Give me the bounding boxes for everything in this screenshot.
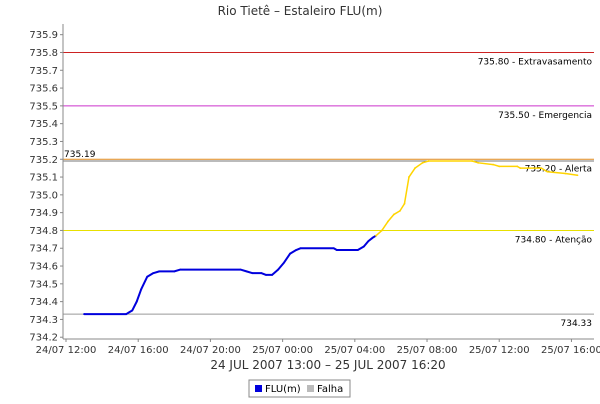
data-point	[335, 249, 338, 251]
data-point	[152, 272, 155, 275]
data-point	[277, 268, 280, 271]
axes	[62, 24, 594, 340]
data-point	[427, 160, 430, 162]
x-tick-label: 25/07 16:00	[541, 345, 600, 356]
data-point	[408, 176, 410, 178]
data-point	[471, 160, 474, 162]
x-tick-label: 24/07 16:00	[108, 345, 169, 356]
data-point	[399, 209, 401, 212]
data-point	[414, 167, 416, 170]
data-point	[403, 202, 406, 205]
series-layer	[83, 160, 579, 316]
x-tick-label: 24/07 20:00	[180, 345, 241, 356]
data-point	[260, 272, 263, 275]
x-tick-label: 25/07 12:00	[469, 345, 530, 356]
data-point	[283, 261, 286, 264]
data-point	[381, 229, 383, 232]
threshold-label: 734.80 - Atenção	[515, 235, 593, 245]
y-tick-label: 734.2	[29, 333, 58, 344]
data-point	[564, 172, 567, 175]
threshold-label: 734.33	[561, 319, 593, 329]
y-tick-label: 735.7	[29, 66, 58, 77]
y-tick-label: 735.1	[29, 173, 58, 184]
data-point	[367, 240, 370, 243]
data-point	[289, 252, 292, 255]
data-point	[173, 270, 176, 273]
y-tick-label: 735.9	[29, 30, 58, 41]
y-tick-label: 734.9	[29, 208, 58, 219]
data-point	[299, 247, 302, 250]
data-point	[477, 161, 480, 164]
data-point	[421, 161, 424, 164]
chart-title: Rio Tietê – Estaleiro FLU(m)	[218, 4, 383, 18]
data-point	[362, 245, 365, 248]
data-point	[576, 174, 579, 177]
data-point	[179, 268, 182, 271]
y-tick-label: 734.7	[29, 244, 58, 255]
y-tick-label: 735.0	[29, 190, 58, 201]
y-tick-label: 734.6	[29, 262, 58, 273]
threshold-label: 735.80 - Extravasamento	[478, 57, 593, 67]
data-point	[125, 313, 128, 315]
y-tick-label: 735.3	[29, 137, 58, 148]
y-tick-label: 735.8	[29, 48, 58, 59]
legend-swatch	[255, 385, 262, 392]
data-point	[540, 167, 543, 170]
x-tick-label: 25/07 04:00	[324, 345, 385, 356]
threshold-label: 735.50 - Emergencia	[498, 111, 592, 121]
data-point	[295, 249, 298, 251]
legend-label: Falha	[317, 384, 343, 395]
data-point	[239, 268, 242, 271]
data-point	[245, 270, 248, 273]
threshold-lines: 735.80 - Extravasamento 735.50 - Emergenc…	[63, 51, 594, 329]
data-point	[251, 272, 254, 275]
data-point	[374, 234, 377, 237]
legend-swatch	[307, 385, 314, 392]
data-point	[387, 220, 389, 223]
data-point	[498, 165, 501, 168]
plot-area	[63, 24, 594, 339]
data-point	[492, 163, 495, 166]
data-point	[265, 274, 267, 276]
series-line	[84, 234, 377, 316]
x-tick-label: 24/07 12:00	[36, 345, 97, 356]
x-axis-label: 24 JUL 2007 13:00 – 25 JUL 2007 16:20	[210, 358, 445, 372]
y-tick-label: 734.8	[29, 226, 58, 237]
y-tick-label: 734.5	[29, 279, 58, 290]
data-point	[271, 274, 273, 276]
data-point	[131, 309, 134, 312]
legend: FLU(m) Falha	[248, 379, 351, 398]
y-tick-label: 735.4	[29, 119, 58, 130]
y-tick-label: 735.6	[29, 84, 58, 95]
data-point	[140, 288, 143, 291]
data-point	[393, 213, 395, 216]
legend-label: FLU(m)	[265, 384, 301, 395]
threshold-label: 735.20 - Alerta	[525, 164, 592, 174]
data-point	[356, 249, 359, 251]
data-point	[332, 247, 335, 250]
y-tick-label: 735.5	[29, 101, 58, 112]
data-point	[519, 167, 522, 170]
data-point	[135, 300, 138, 303]
legend-box	[248, 379, 351, 398]
data-point	[158, 270, 161, 273]
y-tick-label: 734.4	[29, 297, 58, 308]
data-point	[516, 165, 519, 168]
y-axis-ticks: 734.2 734.3 734.4 734.5 734.6 734.7 734.8 734.9…	[29, 30, 63, 344]
x-tick-label: 25/07 00:00	[252, 345, 313, 356]
y-tick-label: 735.2	[29, 155, 58, 166]
x-axis-ticks: 24/07 12:00 24/07 16:00 24/07 20:00 25/07 0…	[36, 339, 600, 356]
threshold-label: 735.19	[64, 150, 96, 160]
x-tick-label: 25/07 08:00	[397, 345, 458, 356]
data-point	[83, 313, 85, 315]
data-point	[546, 170, 549, 173]
y-tick-label: 734.3	[29, 315, 58, 326]
data-point	[371, 236, 374, 239]
series-line	[375, 160, 578, 237]
data-point	[146, 275, 149, 278]
